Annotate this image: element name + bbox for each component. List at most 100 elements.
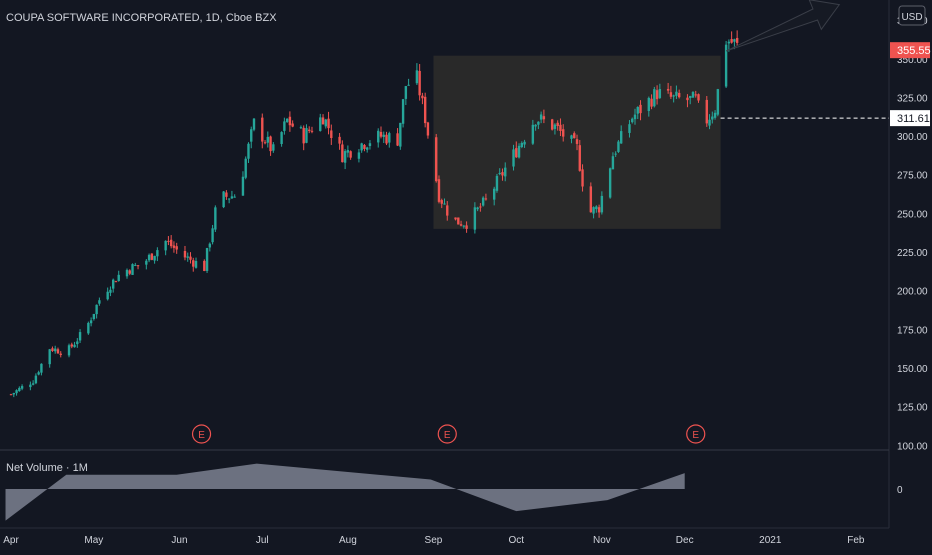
candle bbox=[131, 263, 134, 275]
candle bbox=[73, 341, 76, 348]
candle-body bbox=[341, 144, 344, 163]
earnings-marker[interactable]: E bbox=[437, 424, 457, 444]
candle-body bbox=[550, 119, 554, 130]
candle-body bbox=[446, 205, 449, 216]
candle bbox=[20, 384, 24, 391]
candle bbox=[686, 94, 689, 108]
candle-body bbox=[261, 117, 264, 142]
candle bbox=[48, 348, 51, 368]
candle-body bbox=[407, 84, 410, 86]
candle bbox=[186, 252, 189, 262]
candle-body bbox=[465, 225, 468, 229]
candle-body bbox=[388, 133, 391, 143]
candle bbox=[368, 140, 372, 150]
candle-body bbox=[633, 114, 637, 120]
candle-body bbox=[233, 196, 236, 198]
earnings-label: E bbox=[692, 430, 699, 441]
earnings-marker[interactable]: E bbox=[686, 424, 706, 444]
candle-body bbox=[727, 41, 731, 44]
time-tick-label: 2021 bbox=[759, 535, 782, 546]
candle bbox=[308, 126, 311, 134]
currency-button[interactable] bbox=[898, 5, 926, 26]
candle-body bbox=[147, 254, 151, 261]
net-volume-label[interactable]: Net Volume · 1M bbox=[6, 462, 88, 474]
candle-body bbox=[559, 124, 562, 131]
candle bbox=[283, 117, 286, 135]
candle bbox=[396, 128, 399, 147]
candle-body bbox=[310, 130, 314, 132]
candle bbox=[128, 269, 131, 276]
candle-body bbox=[78, 332, 82, 341]
candle bbox=[517, 143, 521, 159]
candle bbox=[440, 198, 443, 209]
candle-body bbox=[29, 384, 32, 388]
candle bbox=[67, 343, 71, 358]
candle bbox=[288, 111, 292, 132]
candle-body bbox=[164, 240, 167, 251]
candle bbox=[125, 268, 129, 279]
candle-body bbox=[153, 255, 156, 261]
candle-body bbox=[51, 348, 54, 352]
candle bbox=[600, 191, 604, 215]
candle bbox=[520, 141, 524, 149]
candle bbox=[575, 134, 579, 151]
candle-body bbox=[396, 133, 399, 146]
candle-body bbox=[592, 207, 595, 214]
candle bbox=[250, 126, 253, 149]
candle bbox=[481, 196, 485, 207]
earnings-marker[interactable]: E bbox=[191, 424, 212, 444]
candle-body bbox=[266, 136, 270, 143]
candle-body bbox=[501, 172, 504, 176]
candle-body bbox=[675, 91, 678, 96]
candle-body bbox=[716, 89, 720, 115]
candle bbox=[269, 135, 272, 156]
candle bbox=[92, 313, 96, 321]
candle-body bbox=[556, 122, 559, 126]
time-tick-label: Apr bbox=[3, 535, 19, 546]
last-price-badge bbox=[890, 42, 930, 59]
candle-body bbox=[495, 175, 499, 191]
price-tick-label: 175.00 bbox=[897, 325, 928, 336]
time-tick-label: Feb bbox=[847, 535, 865, 546]
candle-body bbox=[401, 99, 405, 124]
earnings-circle bbox=[191, 424, 212, 444]
price-tick-label: 275.00 bbox=[897, 171, 928, 182]
candle-body bbox=[708, 119, 711, 126]
candle-body bbox=[575, 139, 579, 144]
candle-body bbox=[573, 133, 576, 139]
candle-body bbox=[319, 117, 322, 131]
candle bbox=[247, 142, 250, 164]
candle-body bbox=[203, 260, 206, 272]
trend-arrow-annotation[interactable] bbox=[725, 0, 841, 52]
marked-price-badge bbox=[890, 110, 930, 127]
candle bbox=[534, 124, 537, 131]
candle bbox=[689, 95, 692, 105]
candle bbox=[633, 108, 637, 125]
candle-body bbox=[385, 134, 388, 144]
candle bbox=[252, 118, 256, 132]
candle bbox=[711, 111, 714, 124]
candle-body bbox=[694, 94, 697, 96]
candle bbox=[708, 114, 711, 130]
candle-body bbox=[435, 137, 438, 182]
candle bbox=[76, 338, 79, 348]
candle-body bbox=[321, 117, 325, 125]
candle bbox=[495, 173, 499, 193]
candle bbox=[285, 118, 289, 123]
candle bbox=[550, 118, 554, 131]
price-tick-label: 100.00 bbox=[897, 441, 928, 452]
candle-body bbox=[691, 92, 695, 98]
candle-body bbox=[735, 37, 739, 43]
candle bbox=[459, 220, 463, 227]
candle bbox=[37, 370, 40, 376]
candle bbox=[203, 259, 206, 272]
candle-body bbox=[125, 269, 129, 277]
candle bbox=[194, 257, 198, 269]
candle-body bbox=[109, 289, 112, 293]
candle-body bbox=[534, 124, 537, 127]
candle-body bbox=[686, 97, 689, 101]
candle-body bbox=[346, 150, 350, 153]
price-tick-label: 125.00 bbox=[897, 403, 928, 414]
time-axis[interactable]: Apr May Jun Jul Aug Sep Oct Nov Dec 2021 Feb bbox=[3, 535, 865, 546]
candle bbox=[666, 82, 670, 94]
